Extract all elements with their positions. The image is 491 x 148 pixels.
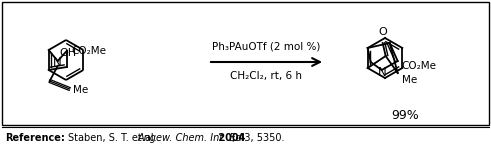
Text: Angew. Chem. Int. Ed.: Angew. Chem. Int. Ed. xyxy=(138,133,246,143)
Bar xyxy=(2,2,489,125)
Text: CH₂Cl₂, rt, 6 h: CH₂Cl₂, rt, 6 h xyxy=(230,71,302,81)
Text: , 43, 5350.: , 43, 5350. xyxy=(232,133,284,143)
Text: CO₂Me: CO₂Me xyxy=(402,61,436,71)
Text: CO₂Me: CO₂Me xyxy=(72,46,107,56)
Text: Staben, S. T. et al.: Staben, S. T. et al. xyxy=(68,133,160,143)
Text: Ph₃PAuOTf (2 mol %): Ph₃PAuOTf (2 mol %) xyxy=(212,41,321,51)
Text: Reference:: Reference: xyxy=(5,133,65,143)
Text: N: N xyxy=(378,66,387,78)
Text: Me: Me xyxy=(402,75,417,85)
Text: OH: OH xyxy=(59,48,76,58)
Text: O: O xyxy=(378,27,387,37)
Text: N: N xyxy=(54,56,62,69)
Text: 99%: 99% xyxy=(391,108,419,122)
Text: Me: Me xyxy=(73,85,88,95)
Text: 2004: 2004 xyxy=(215,133,246,143)
